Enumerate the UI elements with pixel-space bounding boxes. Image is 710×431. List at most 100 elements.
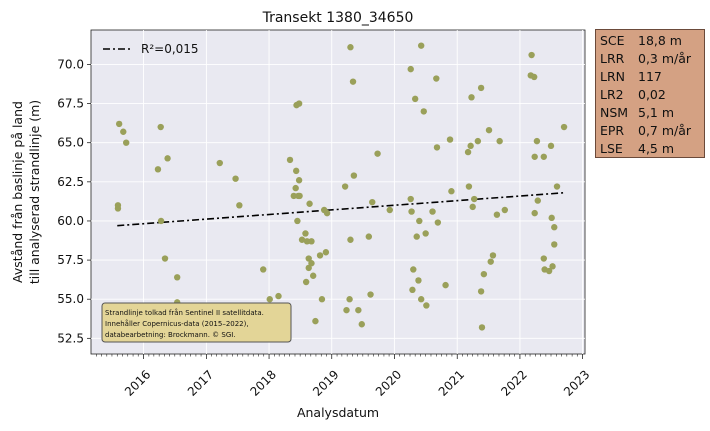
data-point — [350, 172, 358, 179]
data-point — [386, 206, 393, 214]
data-point — [548, 214, 555, 222]
x-tick-label: 2016 — [122, 367, 153, 398]
data-point — [448, 188, 455, 195]
x-tick-label: 2023 — [561, 367, 590, 398]
data-point — [347, 236, 354, 243]
data-point — [423, 302, 430, 309]
data-point — [547, 142, 555, 150]
stats-value: 0,02 — [638, 87, 666, 102]
stats-value: 5,1 m — [638, 105, 675, 120]
data-point — [303, 238, 311, 245]
source-note: Strandlinje tolkad från Sentinel II sate… — [101, 302, 292, 343]
data-point — [416, 217, 423, 225]
data-point — [308, 260, 315, 267]
data-point — [468, 94, 475, 101]
data-point — [302, 230, 309, 237]
data-point — [369, 198, 376, 206]
stats-key: LSE — [600, 141, 623, 156]
stats-key: LRN — [600, 69, 625, 84]
data-point — [545, 267, 553, 275]
x-tick-label: 2020 — [373, 367, 404, 398]
data-point — [322, 249, 330, 256]
data-point — [154, 166, 162, 173]
data-point — [413, 233, 420, 240]
y-tick-label: 67.5 — [57, 97, 84, 111]
source-note-line-2: Innehåller Copernicus-data (2015–2022), — [105, 319, 249, 328]
legend: R²=0,015 — [103, 42, 199, 56]
data-point — [302, 278, 310, 286]
data-point — [216, 159, 223, 167]
data-point — [355, 306, 362, 314]
data-point — [290, 192, 297, 200]
stats-key: LR2 — [600, 87, 624, 102]
stats-key: LRR — [600, 51, 625, 66]
data-point — [305, 255, 312, 262]
stats-key: SCE — [600, 33, 625, 48]
y-tick-label: 60.0 — [57, 214, 84, 228]
data-point — [415, 277, 422, 284]
data-point — [478, 324, 486, 331]
data-point — [346, 296, 353, 303]
stats-row-lrr: LRR 0,3 m/år — [600, 50, 704, 68]
x-axis: 2016 2017 2018 2019 2020 2021 2022 2023 — [96, 354, 590, 399]
chart-title: Transekt 1380_34650 — [262, 10, 414, 26]
y-tick-label: 57.5 — [57, 253, 84, 267]
legend-label: R²=0,015 — [141, 42, 199, 56]
data-point — [477, 84, 485, 92]
data-point — [347, 44, 354, 51]
data-point — [493, 211, 501, 218]
stats-value: 18,8 m — [638, 33, 682, 48]
data-point — [489, 252, 497, 259]
data-point — [465, 183, 473, 190]
data-point — [487, 258, 494, 265]
data-point — [434, 219, 442, 226]
data-point — [446, 136, 454, 143]
y-axis-label: Avstånd från baslinje på land till analy… — [10, 100, 42, 284]
data-point — [295, 100, 303, 107]
data-point — [417, 296, 425, 303]
data-point — [501, 206, 509, 214]
stats-row-nsm: NSM 5,1 m — [600, 104, 704, 122]
data-point — [540, 255, 547, 262]
x-tick-label: 2017 — [185, 367, 216, 398]
data-point — [275, 292, 282, 300]
data-point — [530, 73, 538, 81]
data-point — [374, 150, 381, 157]
source-note-line-3: databearbetning: Brockmann. © SGI. — [105, 331, 236, 339]
data-point — [480, 270, 488, 278]
data-point — [442, 281, 449, 289]
chart: Transekt 1380_34650 2016 2017 2018 2019 2020… — [10, 10, 590, 420]
data-point — [295, 177, 303, 184]
data-point — [349, 78, 357, 85]
data-point — [553, 183, 561, 190]
data-point — [306, 200, 313, 207]
data-points — [114, 42, 568, 340]
data-point — [407, 195, 414, 203]
data-point — [312, 317, 319, 325]
data-point — [296, 192, 303, 200]
data-point — [433, 75, 440, 82]
data-point — [533, 137, 541, 145]
data-point — [467, 142, 474, 150]
data-point — [365, 233, 373, 240]
stats-value: 4,5 m — [638, 141, 675, 156]
data-point — [120, 128, 127, 135]
stats-row-lr2: LR2 0,02 — [600, 86, 704, 104]
data-point — [294, 217, 301, 225]
data-point — [433, 144, 441, 151]
data-point — [534, 197, 541, 204]
stats-value: 0,3 m/år — [638, 51, 692, 66]
data-point — [420, 108, 427, 115]
stats-value: 117 — [638, 69, 662, 84]
stats-value: 0,7 m/år — [638, 123, 692, 138]
data-point — [477, 288, 485, 295]
data-point — [341, 183, 349, 190]
y-axis-label-line-1: Avstånd från baslinje på land — [10, 101, 25, 283]
data-point — [298, 236, 306, 243]
plot-area — [90, 29, 586, 355]
data-point — [232, 175, 239, 182]
y-tick-label: 55.0 — [57, 292, 84, 306]
data-point — [161, 255, 169, 262]
stats-key: EPR — [600, 123, 625, 138]
statistics-box: SCE 18,8 m LRR 0,3 m/år LRN 117 LR2 0,02 NSM… — [595, 29, 705, 158]
